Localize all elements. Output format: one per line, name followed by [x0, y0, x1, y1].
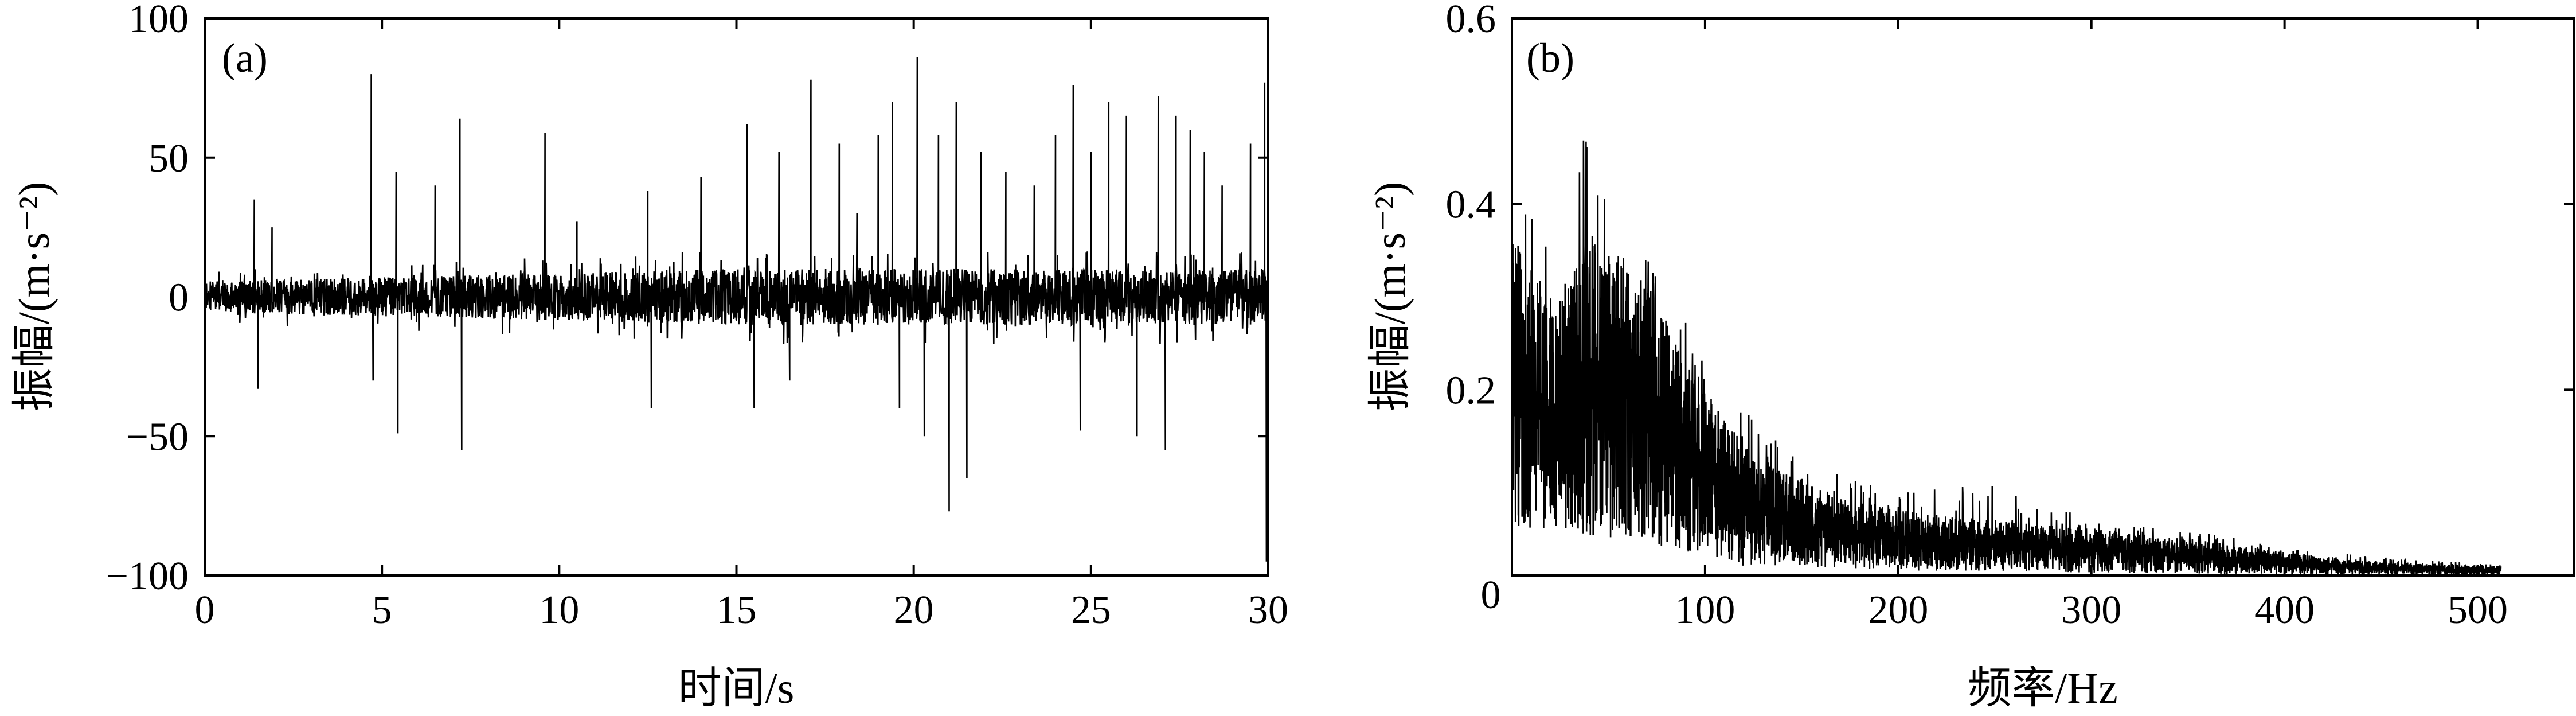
x-tick-label-b: 300 — [2061, 588, 2121, 632]
x-tick-label-a: 20 — [894, 588, 934, 632]
y-tick-label-a: 50 — [148, 137, 189, 181]
x-tick-label-a: 15 — [717, 588, 757, 632]
x-tick-label-a: 5 — [372, 588, 392, 632]
x-tick-label-b: 200 — [1868, 588, 1928, 632]
plot-frame-b — [1511, 17, 2575, 577]
y-tick-label-a: 100 — [128, 0, 189, 41]
x-tick-label-a: 10 — [539, 588, 579, 632]
y-tick-label-b: 0.2 — [1446, 368, 1496, 413]
y-axis-label-a: 振幅/(m·s⁻²) — [10, 182, 58, 412]
x-tick-label-a: 0 — [195, 588, 215, 632]
axis-ticks-a: 0 5 10 15 20 25 30 −100 −50 0 50 100 — [106, 0, 1288, 632]
panel-tag-b: (b) — [1526, 35, 1574, 81]
series-path-a — [204, 57, 1269, 562]
x-tick-label-b: 100 — [1675, 588, 1735, 632]
chart-panel-a: 0 5 10 15 20 25 30 −100 −50 0 50 100 (a) 时间/s 振幅/(m… — [10, 0, 1288, 713]
x-tick-label-a: 25 — [1071, 588, 1111, 632]
y-tick-label-b: 0.4 — [1446, 183, 1496, 227]
y-tick-label-a: 0 — [169, 276, 189, 320]
series-line-b — [1511, 140, 2502, 575]
x-tick-label-b: 400 — [2254, 588, 2315, 632]
origin-label-b: 0 — [1481, 573, 1501, 617]
x-axis-label-b: 频率/Hz — [1968, 664, 2118, 713]
x-tick-label-b: 500 — [2448, 588, 2508, 632]
y-tick-label-b: 0.6 — [1446, 0, 1496, 41]
y-tick-label-a: −100 — [106, 554, 189, 598]
y-tick-label-a: −50 — [126, 415, 189, 459]
x-tick-label-a: 30 — [1248, 588, 1288, 632]
series-line-a — [204, 57, 1269, 562]
chart-panel-b: 100 200 300 400 500 0.2 0.4 0.6 (b) 0 频率/Hz 振幅/… — [1366, 0, 2575, 713]
axis-ticks-b: 100 200 300 400 500 0.2 0.4 0.6 — [1446, 0, 2574, 632]
x-axis-label-a: 时间/s — [678, 664, 795, 713]
y-axis-label-b: 振幅/(m·s⁻²) — [1366, 182, 1414, 412]
series-path-b — [1511, 140, 2502, 575]
panel-tag-a: (a) — [222, 35, 268, 81]
